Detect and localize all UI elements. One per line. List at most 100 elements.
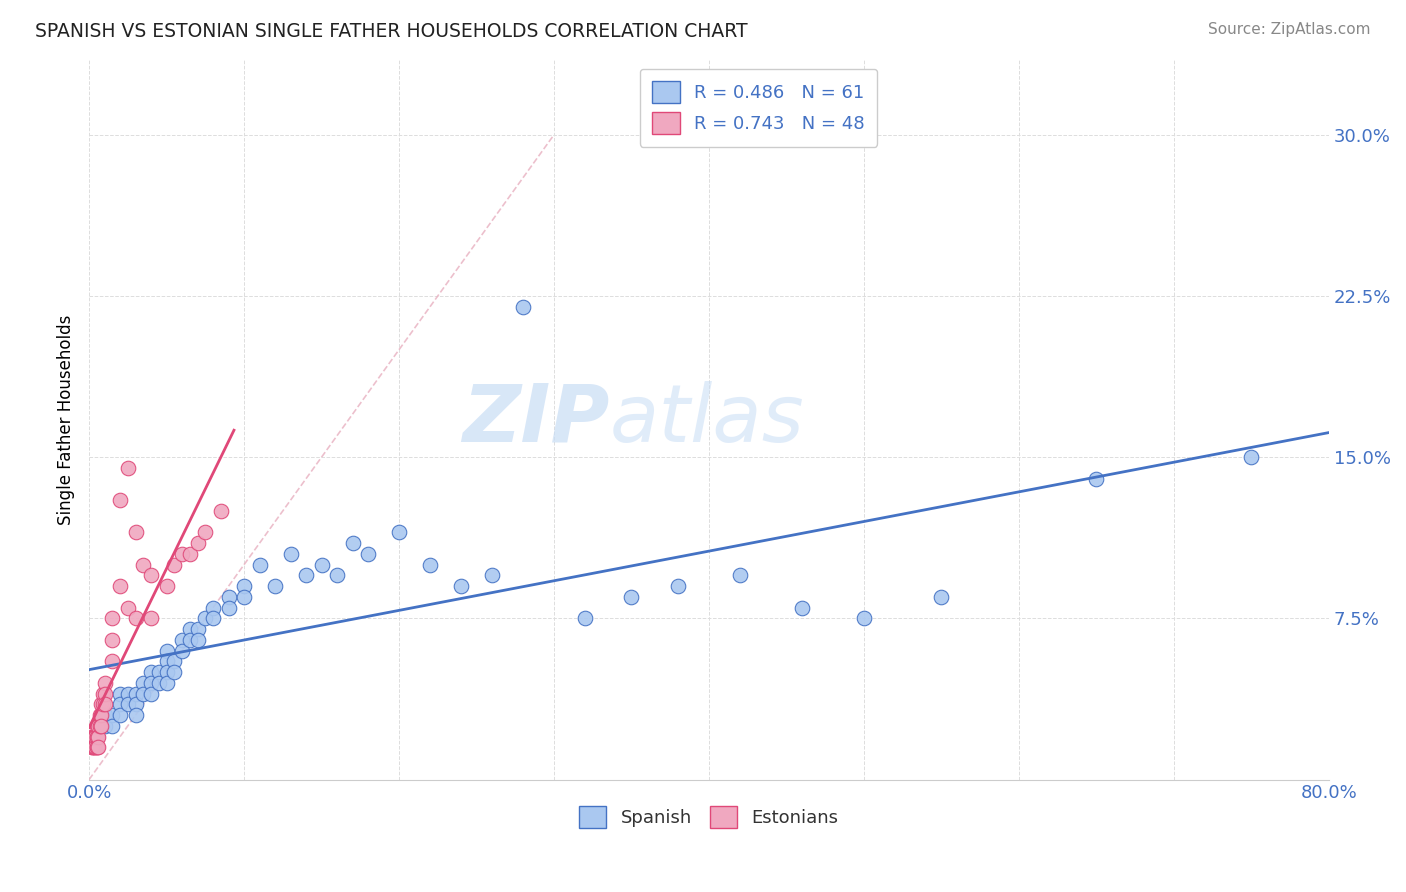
Point xyxy=(87,719,110,733)
Point xyxy=(163,558,186,572)
Point xyxy=(91,687,114,701)
Point xyxy=(170,632,193,647)
Point xyxy=(155,676,177,690)
Point xyxy=(155,579,177,593)
Point xyxy=(450,579,472,593)
Point xyxy=(117,461,139,475)
Point xyxy=(90,719,112,733)
Point xyxy=(117,687,139,701)
Point xyxy=(83,740,105,755)
Point xyxy=(574,611,596,625)
Legend: Spanish, Estonians: Spanish, Estonians xyxy=(572,799,846,836)
Point xyxy=(728,568,751,582)
Point xyxy=(163,665,186,680)
Point xyxy=(1240,450,1263,465)
Point xyxy=(139,676,162,690)
Point xyxy=(83,730,105,744)
Point xyxy=(84,730,107,744)
Point xyxy=(148,665,170,680)
Point xyxy=(86,730,108,744)
Point xyxy=(179,622,201,636)
Point xyxy=(186,622,208,636)
Point xyxy=(155,643,177,657)
Point xyxy=(233,590,256,604)
Text: SPANISH VS ESTONIAN SINGLE FATHER HOUSEHOLDS CORRELATION CHART: SPANISH VS ESTONIAN SINGLE FATHER HOUSEH… xyxy=(35,22,748,41)
Point xyxy=(108,698,131,712)
Point xyxy=(90,708,112,723)
Point xyxy=(82,740,104,755)
Point xyxy=(326,568,349,582)
Point xyxy=(419,558,441,572)
Point xyxy=(124,708,146,723)
Point xyxy=(218,590,240,604)
Y-axis label: Single Father Households: Single Father Households xyxy=(58,314,75,524)
Point xyxy=(108,579,131,593)
Point xyxy=(179,547,201,561)
Point xyxy=(84,730,107,744)
Point xyxy=(101,632,124,647)
Point xyxy=(790,600,813,615)
Point xyxy=(170,547,193,561)
Point xyxy=(264,579,287,593)
Point xyxy=(481,568,503,582)
Point xyxy=(89,719,111,733)
Point xyxy=(108,493,131,508)
Point xyxy=(87,730,110,744)
Point xyxy=(280,547,302,561)
Point xyxy=(179,632,201,647)
Text: ZIP: ZIP xyxy=(463,381,610,458)
Point xyxy=(90,698,112,712)
Point xyxy=(139,687,162,701)
Point xyxy=(108,687,131,701)
Point xyxy=(124,698,146,712)
Point xyxy=(101,708,124,723)
Point xyxy=(186,632,208,647)
Point xyxy=(163,654,186,668)
Point xyxy=(84,740,107,755)
Point xyxy=(89,708,111,723)
Point xyxy=(124,611,146,625)
Point xyxy=(101,654,124,668)
Point xyxy=(86,730,108,744)
Point xyxy=(82,730,104,744)
Point xyxy=(93,687,115,701)
Point xyxy=(388,525,411,540)
Point xyxy=(124,687,146,701)
Point xyxy=(155,665,177,680)
Point xyxy=(202,600,225,615)
Point xyxy=(931,590,953,604)
Point xyxy=(218,600,240,615)
Point xyxy=(93,708,115,723)
Point xyxy=(852,611,875,625)
Point xyxy=(86,730,108,744)
Point xyxy=(155,654,177,668)
Point xyxy=(108,708,131,723)
Point xyxy=(86,740,108,755)
Point xyxy=(91,698,114,712)
Point xyxy=(132,676,155,690)
Point xyxy=(357,547,380,561)
Point xyxy=(93,676,115,690)
Point xyxy=(117,698,139,712)
Point xyxy=(82,730,104,744)
Point xyxy=(194,525,217,540)
Point xyxy=(295,568,318,582)
Point xyxy=(132,687,155,701)
Point xyxy=(233,579,256,593)
Point xyxy=(86,719,108,733)
Point xyxy=(93,698,115,712)
Text: atlas: atlas xyxy=(610,381,804,458)
Point xyxy=(342,536,364,550)
Text: Source: ZipAtlas.com: Source: ZipAtlas.com xyxy=(1208,22,1371,37)
Point xyxy=(86,740,108,755)
Point xyxy=(186,536,208,550)
Point xyxy=(132,558,155,572)
Point xyxy=(117,600,139,615)
Point xyxy=(139,611,162,625)
Point xyxy=(83,740,105,755)
Point xyxy=(101,719,124,733)
Point xyxy=(666,579,689,593)
Point xyxy=(82,740,104,755)
Point xyxy=(209,504,232,518)
Point xyxy=(87,740,110,755)
